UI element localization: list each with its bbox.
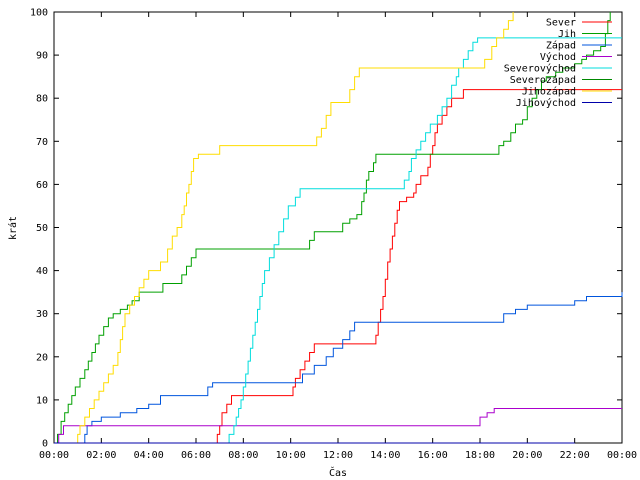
x-tick-label: 02:00 [86,450,116,461]
y-tick-label: 60 [36,180,48,191]
legend-label: Jih [558,29,576,40]
x-tick-label: 06:00 [181,450,211,461]
series-line-3 [54,292,623,444]
legend-label: Západ [546,40,576,52]
y-tick-label: 30 [36,309,48,320]
legend-label: Jihozápad [522,86,576,98]
x-tick-label: 04:00 [134,450,164,461]
x-tick-label: 10:00 [276,450,306,461]
x-tick-label: 14:00 [370,450,400,461]
x-axis-label: Čas [329,466,347,479]
y-tick-label: 50 [36,223,48,234]
y-axis: 0 10 20 30 40 50 60 70 80 90 100 [30,8,622,450]
x-axis: 00:00 02:00 04:00 06:00 08:00 10:00 12:00 14:00… [39,12,637,461]
y-tick-label: 0 [42,439,48,450]
legend: SeverJihZápadVýchodSeverovýchodSeverozáp… [504,18,612,109]
legend-label: Jihovýchod [516,97,576,109]
x-tick-label: 00:00 [39,450,69,461]
y-tick-label: 70 [36,137,48,148]
x-tick-label: 16:00 [418,450,448,461]
y-tick-label: 40 [36,266,48,277]
y-axis-label: krát [7,216,19,240]
series-line-2 [54,12,611,444]
x-tick-label: 22:00 [560,450,590,461]
series-line-1 [54,89,622,444]
series-lines [54,12,623,444]
x-tick-label: 00:00 [607,450,637,461]
x-tick-label: 18:00 [465,450,495,461]
legend-label: Východ [540,51,576,63]
y-tick-label: 100 [30,8,48,19]
series-line-7 [54,12,514,444]
legend-label: Severozápad [510,74,576,86]
series-line-5 [54,37,622,444]
x-tick-label: 08:00 [228,450,258,461]
legend-label: Sever [546,18,576,29]
x-tick-label: 12:00 [323,450,353,461]
y-tick-label: 20 [36,352,48,363]
y-tick-label: 80 [36,94,48,105]
legend-label: Severovýchod [504,63,576,75]
y-tick-label: 90 [36,51,48,62]
y-tick-label: 10 [36,395,48,406]
x-tick-label: 20:00 [512,450,542,461]
series-line-4 [54,408,622,444]
